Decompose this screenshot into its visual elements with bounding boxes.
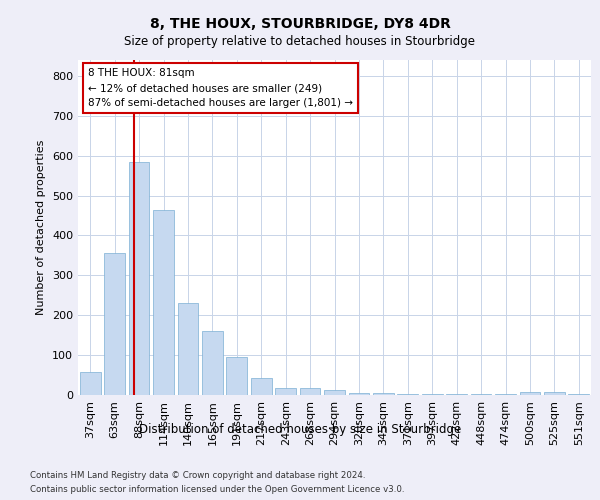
Bar — [153, 210, 174, 395]
Text: 8, THE HOUX, STOURBRIDGE, DY8 4DR: 8, THE HOUX, STOURBRIDGE, DY8 4DR — [149, 18, 451, 32]
Bar — [520, 392, 541, 395]
Text: Contains HM Land Registry data © Crown copyright and database right 2024.: Contains HM Land Registry data © Crown c… — [30, 471, 365, 480]
Bar — [251, 378, 272, 395]
Bar — [202, 331, 223, 395]
Text: Distribution of detached houses by size in Stourbridge: Distribution of detached houses by size … — [139, 422, 461, 436]
Bar — [495, 394, 516, 395]
Bar — [544, 392, 565, 395]
Bar — [422, 394, 443, 395]
Bar — [324, 390, 345, 395]
Bar — [349, 393, 370, 395]
Bar — [226, 357, 247, 395]
Bar — [178, 304, 199, 395]
Text: Size of property relative to detached houses in Stourbridge: Size of property relative to detached ho… — [125, 35, 476, 48]
Y-axis label: Number of detached properties: Number of detached properties — [37, 140, 46, 315]
Bar — [568, 394, 589, 395]
Bar — [373, 393, 394, 395]
Bar — [397, 394, 418, 395]
Text: Contains public sector information licensed under the Open Government Licence v3: Contains public sector information licen… — [30, 485, 404, 494]
Bar — [128, 162, 149, 395]
Bar — [104, 254, 125, 395]
Text: 8 THE HOUX: 81sqm
← 12% of detached houses are smaller (249)
87% of semi-detache: 8 THE HOUX: 81sqm ← 12% of detached hous… — [88, 68, 353, 108]
Bar — [299, 388, 320, 395]
Bar — [80, 372, 101, 395]
Bar — [446, 394, 467, 395]
Bar — [275, 388, 296, 395]
Bar — [470, 394, 491, 395]
